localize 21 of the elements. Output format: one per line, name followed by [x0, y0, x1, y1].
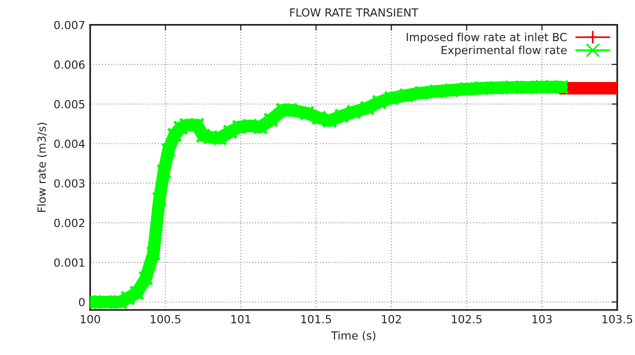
legend-label: Imposed flow rate at inlet BC	[406, 32, 567, 44]
x-tick-label: 103	[532, 314, 552, 324]
y-tick-label: 0.001	[54, 258, 84, 267]
x-tick-label: 102	[382, 314, 401, 324]
y-axis-title: Flow rate (m3/s)	[37, 122, 48, 212]
y-tick-label: 0.003	[54, 179, 84, 188]
y-tick-label: 0.002	[54, 218, 84, 228]
y-tick-label: 0.005	[54, 100, 84, 108]
y-tick-label: 0.004	[54, 140, 85, 148]
x-axis-title: Time (s)	[331, 331, 376, 341]
y-tick-label: 0.007	[54, 20, 84, 30]
legend-label: Experimental flow rate	[442, 46, 567, 56]
x-tick-label: 101.5	[301, 314, 331, 324]
x-tick-label: 103.5	[602, 314, 632, 324]
x-tick-label: 100	[80, 314, 100, 324]
y-tick-label: 0	[78, 298, 85, 306]
chart-title: FLOW RATE TRANSIENT	[290, 8, 418, 17]
y-tick-label: 0.006	[54, 60, 85, 69]
x-tick-label: 102.5	[452, 314, 482, 324]
x-tick-label: 101	[231, 314, 250, 324]
x-tick-label: 100.5	[150, 314, 180, 324]
